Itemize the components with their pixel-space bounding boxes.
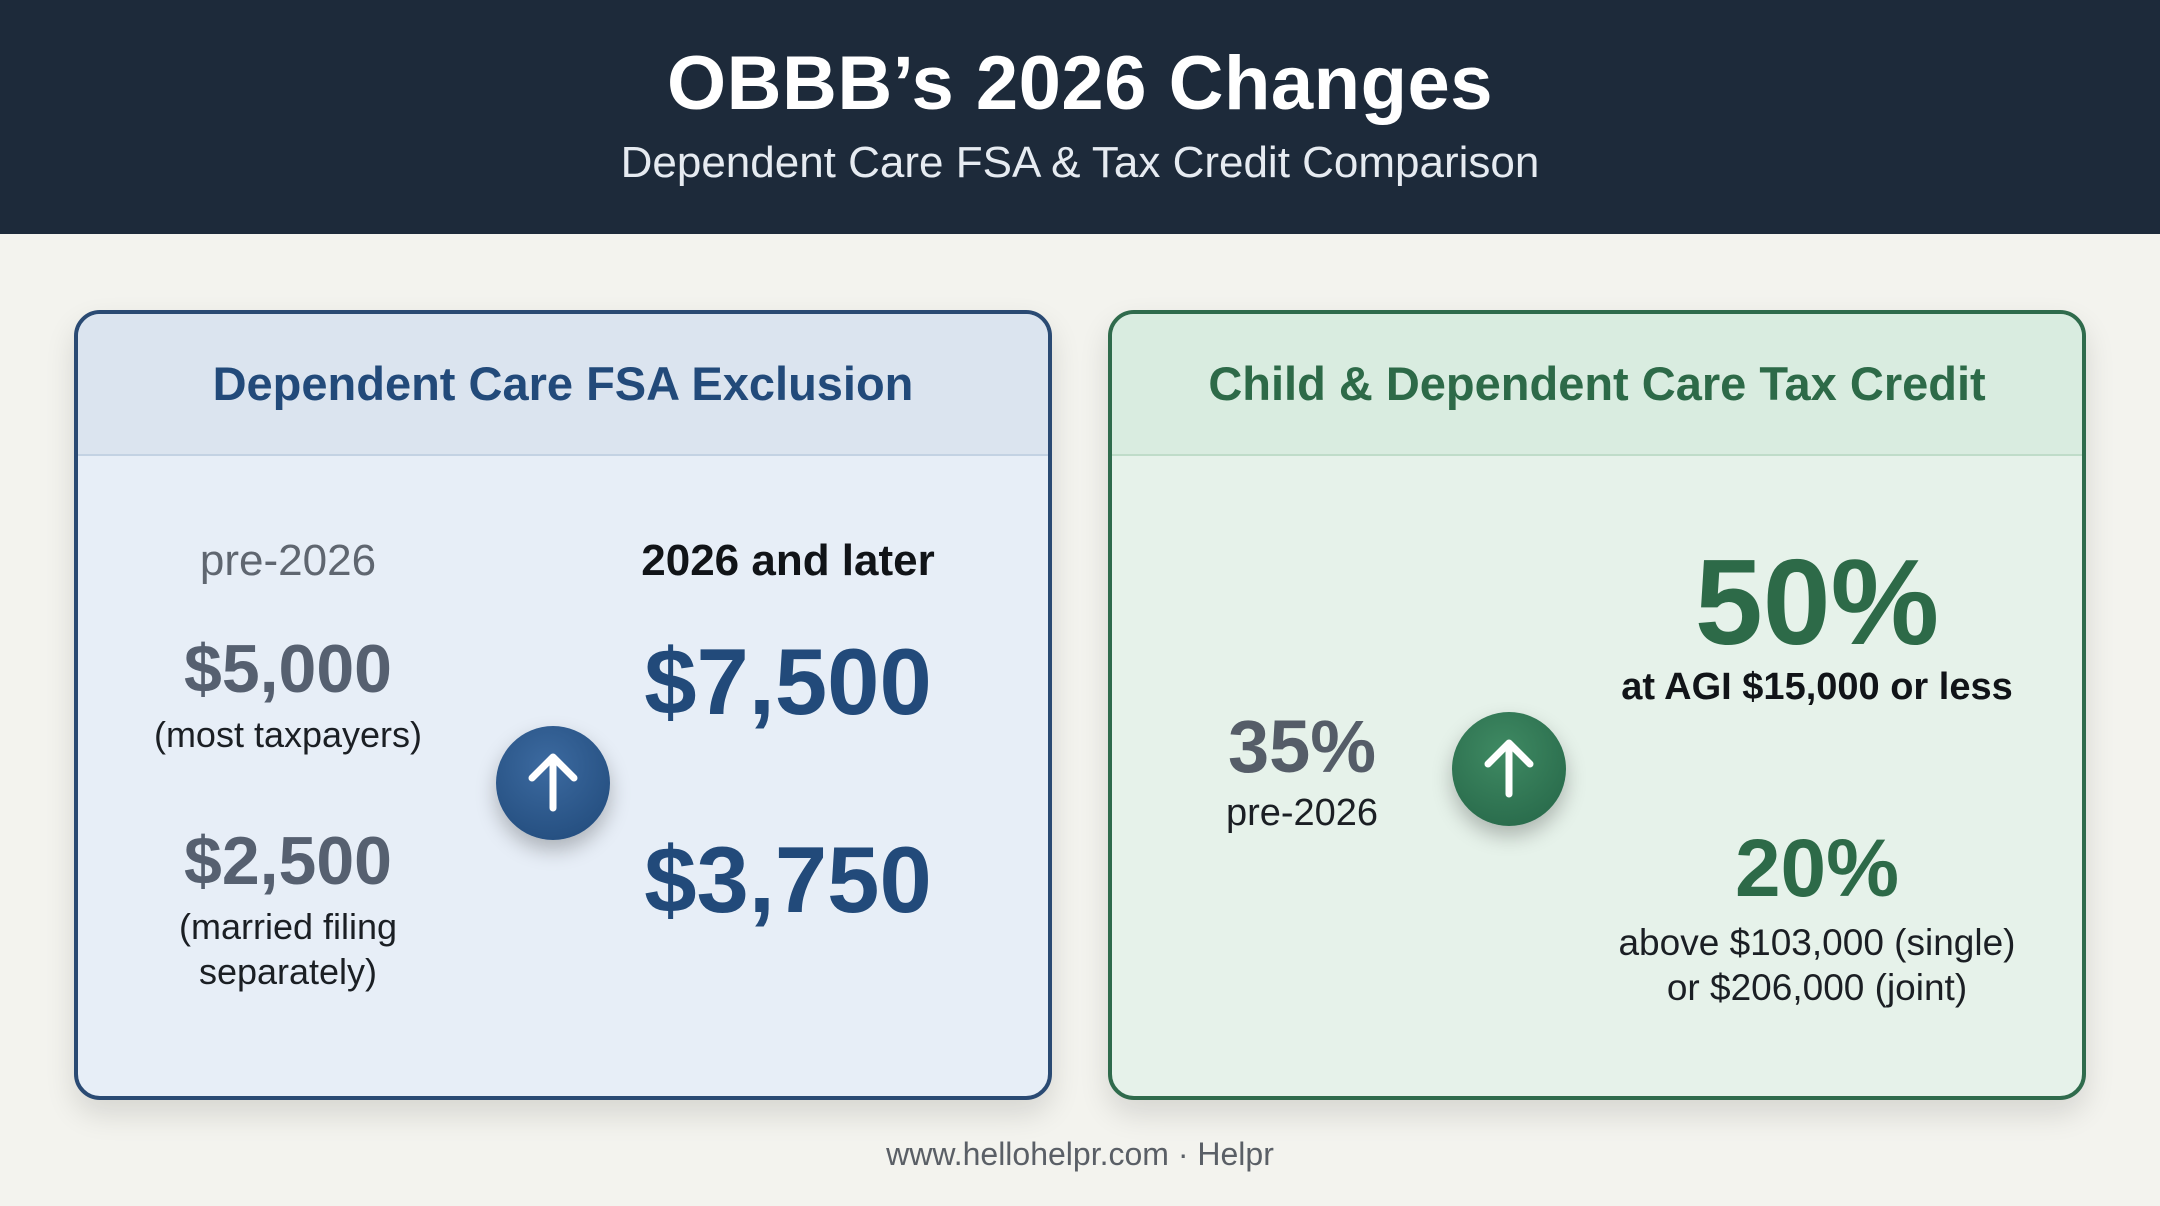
page-title: OBBB’s 2026 Changes [666,41,1494,126]
page-subtitle: Dependent Care FSA & Tax Credit Comparis… [620,138,1540,187]
credit-old-rate: 35% [1227,705,1377,788]
fsa-post-label: 2026 and later [641,536,935,585]
fsa-old-note-mfs: (married filing separately) [118,904,458,994]
fsa-old-amount-mfs: $2,500 [184,823,392,899]
credit-low-note: above $103,000 (single) or $206,000 (joi… [1562,920,2072,1010]
fsa-pre-label: pre-2026 [199,536,377,585]
fsa-new-amount-mfs: $3,750 [644,827,932,932]
fsa-new-amount-standard: $7,500 [644,629,932,734]
arrow-up-icon [1452,712,1566,826]
credit-low-rate: 20% [1734,823,1900,914]
credit-low-note-line2: or $206,000 (joint) [1666,967,1968,1008]
credit-high-note: at AGI $15,000 or less [1621,666,2013,708]
fsa-old-note-mfs-line2: separately) [198,951,378,992]
header-banner: OBBB’s 2026 Changes Dependent Care FSA &… [0,0,2160,234]
fsa-old-note-standard: (most taxpayers) [153,714,423,755]
credit-low-note-line1: above $103,000 (single) [1618,922,2016,963]
credit-card-heading: Child & Dependent Care Tax Credit [1112,314,2082,456]
footer-credit: www.hellohelpr.com · Helpr [886,1136,1274,1172]
fsa-card-heading: Dependent Care FSA Exclusion [78,314,1048,456]
credit-high-rate: 50% [1694,534,1940,670]
fsa-old-amount-standard: $5,000 [184,631,392,707]
tax-credit-card: Child & Dependent Care Tax Credit 35% pr… [1108,310,2086,1100]
credit-old-label: pre-2026 [1225,792,1379,834]
fsa-exclusion-card: Dependent Care FSA Exclusion pre-2026 20… [74,310,1052,1100]
fsa-old-note-mfs-line1: (married filing [178,906,398,947]
arrow-up-icon [496,726,610,840]
